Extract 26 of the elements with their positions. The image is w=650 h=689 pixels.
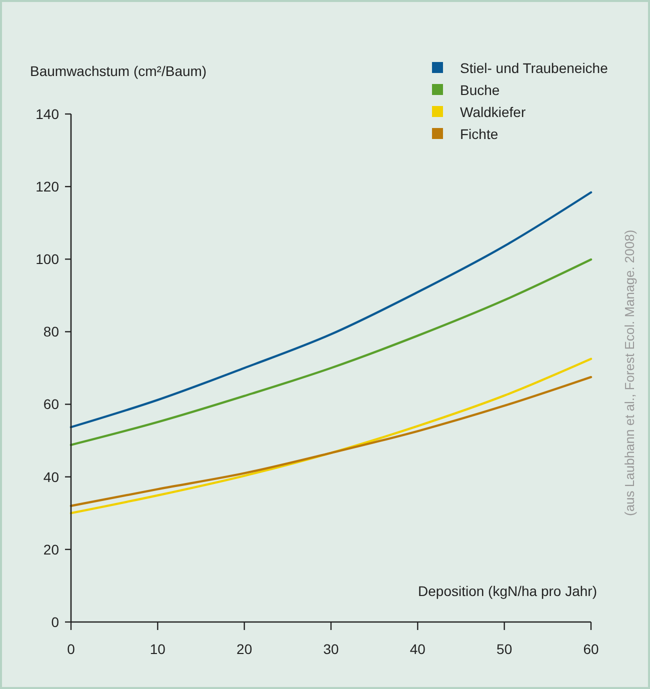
x-axis-title: Deposition (kgN/ha pro Jahr) — [418, 583, 597, 599]
x-tick-label: 10 — [150, 641, 166, 657]
x-tick-label: 30 — [323, 641, 339, 657]
x-tick-label: 50 — [496, 641, 512, 657]
y-tick-label: 80 — [43, 324, 60, 340]
y-tick-label: 140 — [36, 106, 60, 122]
y-tick-label: 20 — [43, 541, 60, 558]
y-tick-label: 60 — [43, 396, 60, 412]
text: (aus Laubhann et al., Forest Ecol. Manage. 2008) — [622, 230, 637, 516]
line-series — [70, 258, 592, 446]
y-tick-label: 40 — [43, 468, 60, 485]
y-tick-label: 120 — [36, 178, 60, 194]
x-tick-label: 0 — [67, 641, 76, 657]
y-tick-label: 100 — [36, 251, 60, 268]
legend-label: Stiel- und Traubeneiche — [460, 60, 608, 76]
line-series — [70, 358, 592, 514]
x-tick-label: 60 — [583, 641, 599, 657]
legend-label: Buche — [460, 82, 500, 98]
x-tick-label: 40 — [410, 641, 426, 657]
y-axis-title: Baumwachstum (cm²/Baum) — [30, 63, 207, 79]
x-tick-label: 20 — [236, 641, 252, 657]
line-series — [70, 376, 592, 507]
legend-label: Fichte — [460, 126, 498, 142]
legend-label: Waldkiefer — [460, 104, 526, 120]
y-tick-label: 0 — [51, 614, 60, 630]
line-series — [70, 191, 592, 428]
